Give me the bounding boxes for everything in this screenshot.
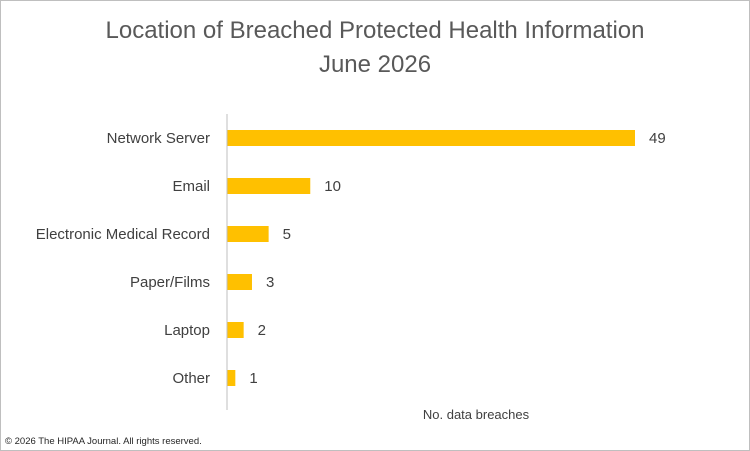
copyright-footer: © 2026 The HIPAA Journal. All rights res…	[5, 436, 202, 447]
category-label-paper-films: Paper/Films	[130, 274, 210, 291]
bar-other	[227, 370, 236, 386]
bar-paper-films	[227, 274, 252, 290]
x-axis-title: No. data breaches	[423, 407, 530, 422]
data-label-paper-films: 3	[266, 274, 274, 291]
data-label-laptop: 2	[258, 322, 266, 339]
chart-title: Location of Breached Protected Health In…	[105, 17, 645, 44]
bar-email	[227, 178, 311, 194]
category-label-email: Email	[172, 178, 210, 195]
data-label-electronic-medical-record: 5	[283, 226, 291, 243]
bars-layer: Network Server 49 Email 10 Electronic Medica…	[36, 130, 666, 387]
category-label-electronic-medical-record: Electronic Medical Record	[36, 226, 210, 243]
data-label-email: 10	[324, 178, 341, 195]
chart-subtitle: June 2026	[318, 51, 432, 78]
category-label-other: Other	[172, 370, 210, 387]
bar-electronic-medical-record	[227, 226, 269, 242]
data-label-other: 1	[249, 370, 257, 387]
bar-laptop	[227, 322, 244, 338]
bar-network-server	[227, 130, 635, 146]
category-label-laptop: Laptop	[164, 322, 210, 339]
data-label-network-server: 49	[649, 130, 666, 147]
chart-title-block: Location of Breached Protected Health In…	[0, 14, 750, 82]
category-label-network-server: Network Server	[107, 130, 210, 147]
